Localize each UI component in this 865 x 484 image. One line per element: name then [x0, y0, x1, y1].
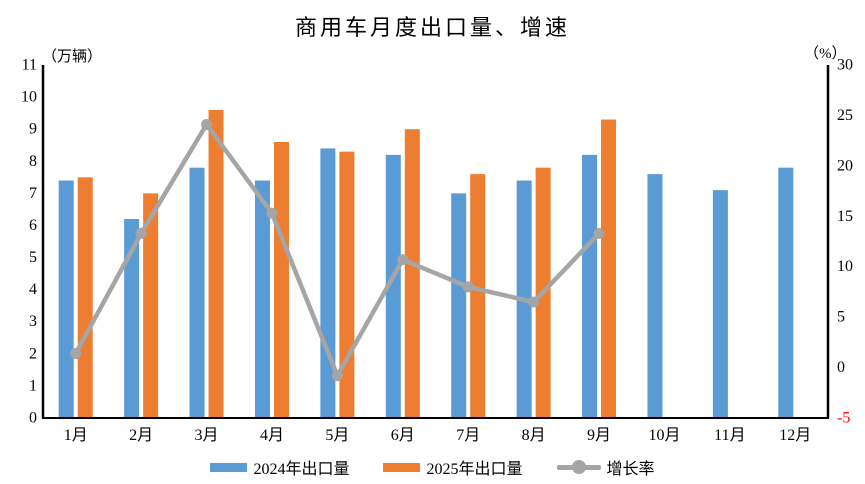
bar-2024年出口量-10月 [647, 174, 663, 418]
right-axis-tick-label: 10 [837, 258, 853, 275]
growth-rate-marker [462, 281, 474, 293]
x-axis-month-label: 7月 [456, 427, 480, 444]
chart-title: 商用车月度出口量、增速 [294, 15, 570, 40]
right-axis-tick-label: -5 [837, 410, 850, 427]
left-axis-tick-label: 10 [21, 89, 37, 106]
bar-2025年出口量-7月 [470, 174, 486, 418]
x-axis-month-label: 3月 [195, 427, 219, 444]
growth-rate-marker [593, 227, 605, 239]
legend: 2024年出口量 2025年出口量 增长率 [0, 455, 865, 479]
bar-2024年出口量-5月 [320, 148, 336, 418]
bar-2024年出口量-9月 [582, 154, 598, 418]
growth-rate-marker [528, 296, 540, 308]
legend-swatch-growth-line-icon [556, 459, 601, 475]
x-axis-month-label: 9月 [587, 427, 611, 444]
x-axis-month-label: 4月 [260, 427, 284, 444]
legend-label-2025: 2025年出口量 [426, 461, 523, 478]
right-axis-tick-label: 0 [837, 359, 845, 376]
left-axis-tick-label: 9 [29, 121, 37, 138]
bar-2025年出口量-2月 [143, 193, 159, 418]
legend-item-2025: 2025年出口量 [383, 455, 523, 479]
left-axis-tick-label: 7 [29, 185, 37, 202]
right-axis-tick-label: 30 [837, 57, 853, 74]
bar-2024年出口量-12月 [778, 167, 794, 418]
x-axis-month-label: 5月 [325, 427, 349, 444]
right-axis-tick-label: 20 [837, 157, 853, 174]
right-axis-tick-label: 5 [837, 309, 845, 326]
bar-2024年出口量-4月 [254, 180, 270, 418]
legend-item-growth: 增长率 [556, 455, 655, 479]
bar-2024年出口量-7月 [451, 193, 467, 418]
right-axis-unit-label: （%） [804, 46, 847, 62]
bar-2025年出口量-6月 [404, 129, 420, 418]
legend-swatch-2024-bar [210, 462, 248, 472]
left-axis-tick-label: 2 [29, 345, 37, 362]
left-axis-tick-label: 11 [22, 57, 37, 74]
bar-2025年出口量-3月 [208, 109, 224, 418]
left-axis-tick-label: 4 [29, 281, 37, 298]
left-axis-tick-label: 8 [29, 153, 37, 170]
legend-label-2024: 2024年出口量 [253, 461, 350, 478]
growth-rate-marker [135, 227, 147, 239]
left-axis-tick-label: 5 [29, 249, 37, 266]
growth-rate-marker [397, 254, 409, 266]
x-axis-month-label: 8月 [522, 427, 546, 444]
left-axis-unit-label: （万辆） [42, 49, 103, 65]
growth-rate-marker [331, 370, 343, 382]
left-axis-tick-label: 3 [29, 313, 37, 330]
right-axis-tick-label: 15 [837, 208, 853, 225]
left-axis-tick-label: 0 [29, 410, 37, 427]
left-axis-tick-label: 1 [29, 377, 37, 394]
bar-2025年出口量-1月 [77, 177, 93, 418]
bar-2024年出口量-1月 [58, 180, 74, 418]
left-axis-tick-label: 6 [29, 217, 37, 234]
bar-2024年出口量-3月 [189, 167, 205, 418]
growth-rate-marker [201, 119, 213, 131]
legend-label-growth: 增长率 [606, 461, 655, 478]
bar-2024年出口量-2月 [124, 219, 140, 418]
legend-swatch-2025-bar [383, 462, 421, 472]
x-axis-month-label: 6月 [391, 427, 415, 444]
x-axis-month-label: 10月 [648, 427, 680, 444]
bar-2024年出口量-6月 [385, 154, 401, 418]
x-axis-month-label: 11月 [714, 427, 745, 444]
legend-item-2024: 2024年出口量 [210, 455, 349, 479]
bar-2025年出口量-4月 [273, 142, 289, 418]
growth-rate-marker [266, 207, 278, 219]
x-axis-month-label: 2月 [129, 427, 153, 444]
growth-rate-marker [70, 347, 82, 359]
x-axis-month-label: 12月 [779, 427, 811, 444]
right-axis-tick-label: 25 [837, 107, 853, 124]
x-axis-month-label: 1月 [64, 427, 88, 444]
bar-2025年出口量-9月 [601, 119, 617, 419]
bar-2024年出口量-11月 [712, 190, 728, 418]
